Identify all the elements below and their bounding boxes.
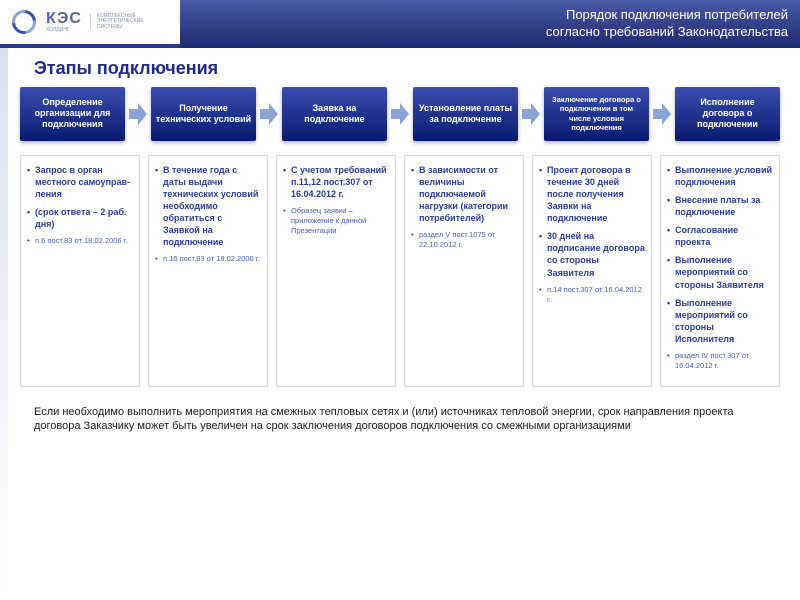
detail-item: С учетом требований п.11,12 пост.307 от … (283, 164, 389, 200)
detail-item: п.14 пост.307 от 16.04.2012 г. (539, 285, 645, 305)
logo-sub-text: ХОЛДИНГ (46, 28, 82, 34)
detail-item: п.6 пост.83 от 18.02.2006 г. (27, 236, 133, 246)
stage-box-1: Получение технических условий (151, 87, 256, 141)
logo-main-text: КЭС (46, 10, 82, 28)
detail-item: 30 дней на подписание договора со сторон… (539, 230, 645, 279)
detail-item: В течение года с даты выдачи технических… (155, 164, 261, 249)
detail-col-4: Проект договора в течение 30 дней после … (532, 155, 652, 387)
detail-col-3: В зависимости от величины подключаемой н… (404, 155, 524, 387)
arrow-icon (522, 87, 540, 141)
footer-note: Если необходимо выполнить мероприятия на… (0, 395, 800, 445)
detail-item: (срок ответа – 2 раб. дня) (27, 206, 133, 230)
detail-item: Выполнение условий подключения (667, 164, 773, 188)
stage-box-2: Заявка на подключение (282, 87, 387, 141)
logo-tagline: КОМПЛЕКСНЫЕ ЭНЕРГЕТИЧЕСКИЕ СИСТЕМЫ (97, 14, 147, 31)
detail-col-5: Выполнение условий подключения Внесение п… (660, 155, 780, 387)
arrow-icon (129, 87, 147, 141)
detail-item: В зависимости от величины подключаемой н… (411, 164, 517, 225)
arrow-icon (391, 87, 409, 141)
detail-item: п.16 пост.83 от 18.02.2006 г. (155, 254, 261, 264)
detail-item: раздел IV пост.307 от 16.04.2012 г. (667, 351, 773, 371)
arrow-icon (653, 87, 671, 141)
logo-area: КЭС ХОЛДИНГ КОМПЛЕКСНЫЕ ЭНЕРГЕТИЧЕСКИЕ С… (0, 0, 180, 48)
detail-item: Запрос в орган местного самоуправ-ления (27, 164, 133, 200)
detail-item: Выполнение мероприятий со стороны Заявит… (667, 254, 773, 290)
title-area: Порядок подключения потребителей согласн… (180, 0, 800, 48)
detail-item: раздел V пост.1075 от 22.10.2012 г. (411, 230, 517, 250)
detail-col-2: С учетом требований п.11,12 пост.307 от … (276, 155, 396, 387)
title-line2: согласно требований Законодательства (190, 24, 788, 41)
stage-box-5: Исполнение договора о подключении (675, 87, 780, 141)
detail-item: Образец заявки – приложение к данной Пре… (283, 206, 389, 236)
stage-box-3: Установление платы за подключение (413, 87, 518, 141)
stages-row: Определение организации для подключения П… (0, 87, 800, 141)
detail-item: Проект договора в течение 30 дней после … (539, 164, 645, 225)
stages-title: Этапы подключения (34, 58, 800, 79)
arrow-icon (260, 87, 278, 141)
detail-item: Выполнение мероприятий со стороны Исполн… (667, 297, 773, 346)
detail-col-1: В течение года с даты выдачи технических… (148, 155, 268, 387)
kes-logo-icon (10, 8, 38, 36)
header: КЭС ХОЛДИНГ КОМПЛЕКСНЫЕ ЭНЕРГЕТИЧЕСКИЕ С… (0, 0, 800, 48)
stage-box-4: Заключение договора о подключении в том … (544, 87, 649, 141)
detail-item: Согласование проекта (667, 224, 773, 248)
left-accent-band (0, 48, 8, 600)
title-line1: Порядок подключения потребителей (190, 7, 788, 24)
detail-item: Внесение платы за подключение (667, 194, 773, 218)
logo-tag-block: КОМПЛЕКСНЫЕ ЭНЕРГЕТИЧЕСКИЕ СИСТЕМЫ (90, 14, 147, 31)
logo-text-block: КЭС ХОЛДИНГ (46, 10, 82, 34)
detail-col-0: Запрос в орган местного самоуправ-ления (… (20, 155, 140, 387)
details-row: Запрос в орган местного самоуправ-ления (… (0, 141, 800, 395)
stage-box-0: Определение организации для подключения (20, 87, 125, 141)
